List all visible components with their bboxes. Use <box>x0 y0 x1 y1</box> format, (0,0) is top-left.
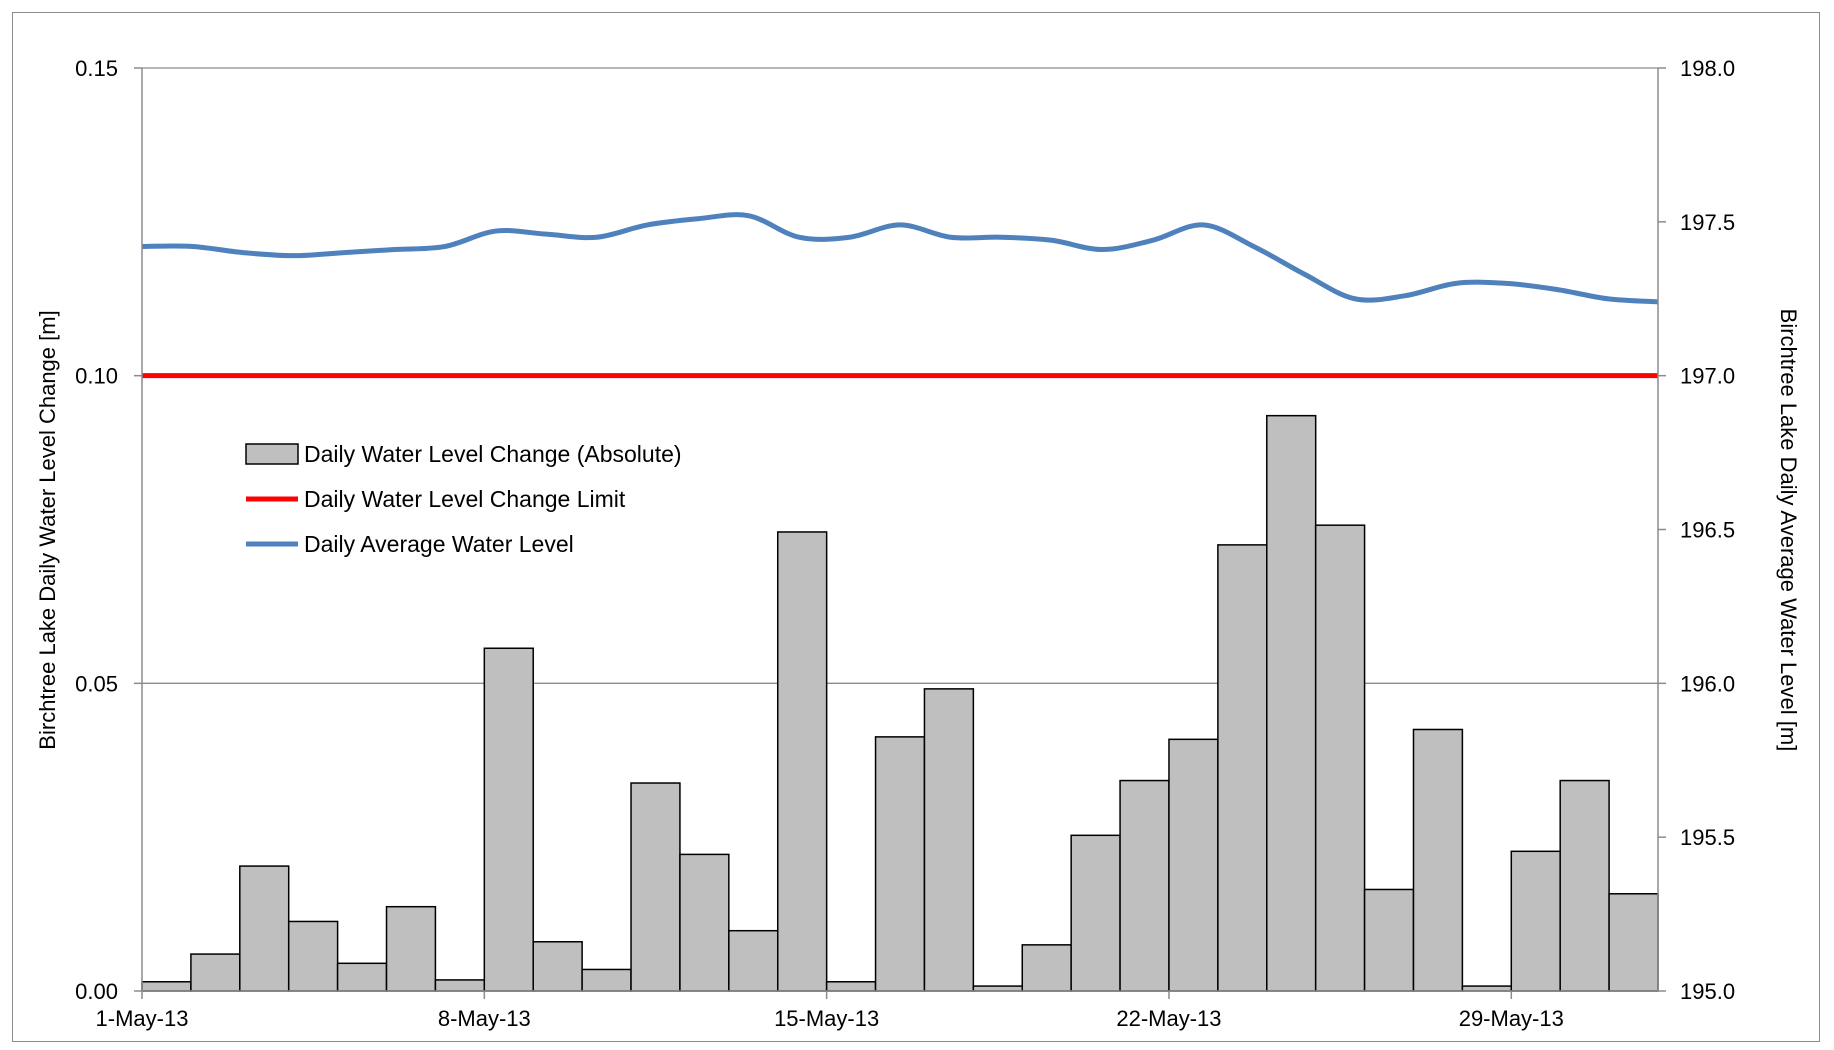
x-tick-label: 1-May-13 <box>96 1006 189 1031</box>
left-tick-label: 0.15 <box>75 56 118 81</box>
left-axis-ticks: 0.00 0.05 0.10 0.15 <box>75 56 142 1004</box>
x-tick-label: 15-May-13 <box>774 1006 879 1031</box>
right-tick-label: 196.5 <box>1680 518 1735 543</box>
average-level-line <box>141 212 1659 305</box>
bar <box>1608 893 1659 992</box>
x-tick-label: 22-May-13 <box>1116 1006 1221 1031</box>
right-tick-label: 197.5 <box>1680 210 1735 235</box>
bar <box>239 865 290 992</box>
bar <box>1363 888 1415 992</box>
legend-swatch-bar <box>245 443 299 465</box>
legend-label-limit: Daily Water Level Change Limit <box>304 486 626 512</box>
bar <box>679 853 730 992</box>
bar <box>385 905 437 992</box>
bar <box>1021 944 1072 992</box>
bar <box>1119 779 1170 992</box>
left-tick-label: 0.00 <box>75 979 118 1004</box>
legend-label-level: Daily Average Water Level <box>304 531 574 557</box>
right-tick-label: 198.0 <box>1680 56 1735 81</box>
bar <box>190 953 241 992</box>
bar <box>728 929 779 992</box>
right-tick-label: 195.5 <box>1680 825 1735 850</box>
right-tick-label: 195.0 <box>1680 979 1735 1004</box>
bar <box>874 736 926 992</box>
bar <box>776 531 828 992</box>
right-axis-ticks: 195.0 195.5 196.0 196.5 197.0 197.5 198.0 <box>1658 56 1735 1004</box>
left-axis-title: Birchtree Lake Daily Water Level Change … <box>35 310 60 749</box>
legend-label-bar: Daily Water Level Change (Absolute) <box>304 441 682 467</box>
bar <box>1168 738 1219 992</box>
bar <box>336 962 388 992</box>
x-tick-label: 8-May-13 <box>438 1006 531 1031</box>
bar <box>825 981 877 992</box>
bar <box>434 979 486 992</box>
bar <box>532 941 583 992</box>
bar <box>923 688 975 992</box>
bar <box>483 647 534 992</box>
bar <box>1559 779 1610 992</box>
left-tick-label: 0.10 <box>75 364 118 389</box>
bar <box>141 981 192 992</box>
bar <box>1510 850 1561 992</box>
bar <box>581 968 632 992</box>
right-tick-label: 196.0 <box>1680 671 1735 696</box>
bar <box>1217 544 1268 992</box>
left-tick-label: 0.05 <box>75 671 118 696</box>
x-axis-ticks: 1-May-13 8-May-13 15-May-13 22-May-13 29-May… <box>96 991 1564 1031</box>
x-tick-label: 29-May-13 <box>1459 1006 1564 1031</box>
right-tick-label: 197.0 <box>1680 364 1735 389</box>
bar <box>630 782 681 992</box>
bar <box>1070 834 1121 992</box>
bar <box>287 920 339 992</box>
bar <box>1314 524 1366 992</box>
legend: Daily Water Level Change (Absolute) Dail… <box>245 441 682 557</box>
bar <box>1412 728 1464 992</box>
bar <box>1266 414 1317 992</box>
bars <box>141 414 1659 992</box>
right-axis-title: Birchtree Lake Daily Average Water Level… <box>1776 309 1801 752</box>
